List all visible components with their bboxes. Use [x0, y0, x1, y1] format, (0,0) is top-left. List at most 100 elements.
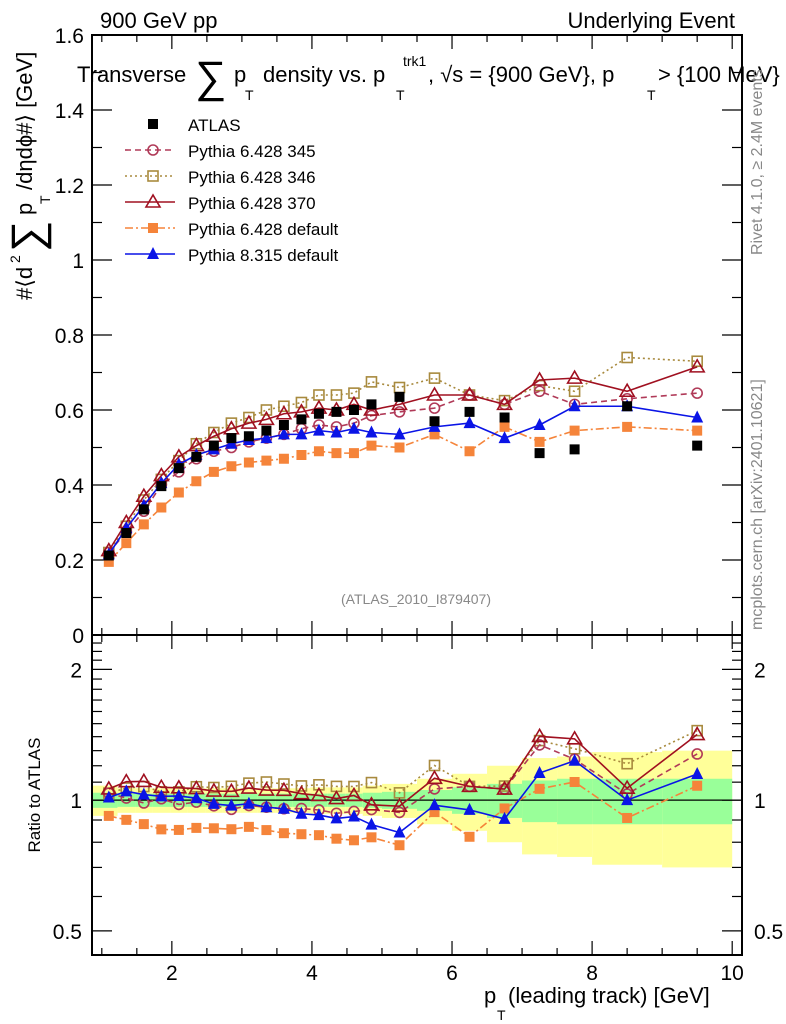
- ratio-point-p8def: [691, 767, 704, 780]
- data-point-atlas: [569, 444, 580, 455]
- ratio-point-p8def: [190, 791, 203, 804]
- data-point-p6def: [534, 436, 545, 447]
- data-point-atlas: [313, 408, 324, 419]
- data-point-p6def: [278, 453, 289, 464]
- data-point-atlas: [121, 528, 132, 538]
- ratio-point-p8def: [428, 798, 441, 811]
- ratio-point-p6def: [622, 812, 633, 823]
- ratio-point-p6def: [464, 831, 475, 842]
- legend-marker: [144, 193, 162, 208]
- legend-item-p8def: Pythia 8.315 default: [125, 246, 339, 265]
- data-point-p6def: [464, 446, 475, 457]
- title-part-b-sub: T: [245, 87, 254, 103]
- ratio-point-p6def: [121, 814, 132, 825]
- data-point-p8def: [365, 425, 378, 438]
- ratio-point-p8def: [365, 817, 378, 830]
- legend: ATLAS Pythia 6.428 345 Pythia 6.428 346 Pyt…: [125, 116, 339, 265]
- ratio-point-p370: [328, 789, 345, 805]
- ratio-point-p370: [222, 782, 240, 798]
- ylabel-part-b: p: [12, 203, 37, 215]
- ratio-point-p8def: [498, 811, 511, 824]
- header-left: 900 GeV pp: [100, 8, 217, 33]
- ratio-point-p6def: [569, 776, 580, 787]
- data-point-p6def: [191, 476, 202, 487]
- chart-title: Transverse ∑ p T density vs. p trk1 T , …: [77, 53, 780, 103]
- legend-item-p345: Pythia 6.428 345: [125, 142, 316, 161]
- data-point-p8def: [463, 416, 476, 429]
- data-point-atlas: [208, 440, 219, 451]
- data-point-atlas: [366, 399, 377, 410]
- ylabel-part-a: #⟨d: [12, 267, 37, 300]
- data-point-p6def: [296, 450, 307, 460]
- series-line-p345: [108, 390, 698, 554]
- data-point-p345: [691, 387, 703, 399]
- ratio-point-p6def: [534, 783, 545, 794]
- data-point-p8def: [260, 431, 273, 444]
- data-point-p345: [428, 402, 441, 414]
- main-y-tick-label: 0.4: [55, 475, 85, 498]
- ratio-point-p8def: [102, 790, 115, 803]
- data-point-p6def: [138, 519, 149, 530]
- data-point-p370: [496, 395, 513, 411]
- ratio-point-p6def: [313, 830, 324, 841]
- data-point-p370: [461, 386, 478, 401]
- ratio-point-p6def: [331, 833, 342, 844]
- data-point-p346: [295, 396, 308, 409]
- title-part-d: , √s = {900 GeV}, p: [428, 62, 614, 87]
- data-point-p6def: [692, 425, 703, 436]
- series-line-p370: [108, 366, 698, 552]
- ratio-point-p6def: [226, 824, 237, 835]
- xlabel-rest: (leading track) [GeV]: [508, 983, 710, 1008]
- ratio-point-p345: [393, 806, 406, 819]
- ratio-y-tick-label-left: 2: [70, 659, 82, 682]
- main-y-axis-label: #⟨d 2 ∑ p T /dηdϕ#⟩ [GeV]: [3, 52, 53, 300]
- data-point-atlas: [622, 401, 633, 412]
- data-point-p346: [278, 400, 290, 413]
- data-point-atlas: [534, 448, 545, 459]
- data-point-p6def: [394, 442, 405, 453]
- data-point-p8def: [568, 399, 581, 412]
- data-point-p6def: [156, 502, 167, 513]
- data-point-p8def: [533, 418, 546, 430]
- ratio-point-p370: [258, 781, 275, 796]
- ratio-point-p6def: [261, 825, 272, 836]
- data-point-p346: [621, 351, 633, 364]
- data-point-p8def: [498, 431, 511, 444]
- data-point-p346: [393, 381, 406, 394]
- ratio-point-p370: [531, 727, 548, 743]
- x-tick-label: 4: [306, 962, 318, 985]
- ratio-point-p346: [621, 757, 633, 770]
- data-point-atlas: [243, 431, 254, 442]
- data-point-p370: [275, 405, 293, 420]
- legend-label: Pythia 6.428 default: [188, 220, 339, 239]
- ratio-point-p370: [566, 730, 583, 745]
- data-point-p6def: [499, 421, 510, 432]
- data-point-p6def: [366, 440, 377, 451]
- ratio-point-p370: [240, 779, 258, 794]
- data-point-p6def: [569, 425, 580, 436]
- rivet-version-text: Rivet 4.1.0, ≥ 2.4M events: [749, 69, 766, 255]
- ratio-point-p8def: [347, 809, 360, 822]
- data-point-p8def: [330, 425, 343, 438]
- ratio-point-p8def: [533, 766, 546, 779]
- legend-marker: [148, 119, 158, 129]
- ratio-point-p346: [691, 724, 703, 737]
- ratio-point-p370: [345, 786, 363, 802]
- data-point-atlas: [226, 433, 237, 444]
- ratio-point-p6def: [429, 807, 440, 818]
- data-point-p8def: [312, 423, 325, 436]
- data-point-atlas: [173, 463, 184, 474]
- data-point-p370: [240, 414, 258, 429]
- data-point-p370: [531, 371, 548, 386]
- legend-item-p6def: Pythia 6.428 default: [125, 220, 339, 239]
- x-tick-label: 10: [721, 962, 744, 985]
- ratio-point-p8def: [393, 825, 406, 838]
- ylabel-sum: ∑: [3, 221, 52, 252]
- ratio-y-axis-label: Ratio to ATLAS: [25, 738, 44, 853]
- ylabel-sup: 2: [7, 255, 23, 263]
- data-point-p346: [330, 389, 343, 401]
- legend-label: Pythia 8.315 default: [188, 246, 339, 265]
- main-y-tick-label: 1: [72, 250, 84, 273]
- data-point-p6def: [208, 466, 219, 477]
- legend-label: Pythia 6.428 370: [188, 194, 316, 213]
